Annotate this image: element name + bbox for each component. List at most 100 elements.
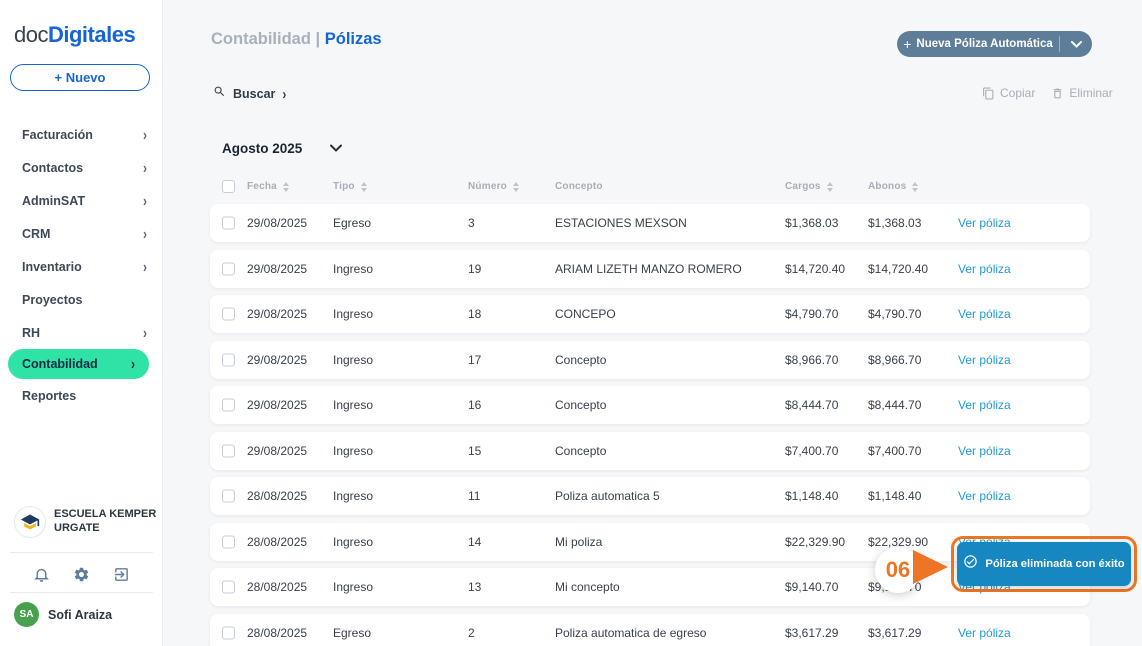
cell-concepto: CONCEPO: [555, 307, 616, 321]
sidebar-item-label: Proyectos: [22, 292, 83, 307]
column-header-concepto[interactable]: Concepto: [555, 181, 603, 192]
user-profile[interactable]: SA Sofi Araiza: [14, 602, 112, 627]
logout-icon[interactable]: [111, 564, 131, 584]
row-checkbox[interactable]: [222, 535, 235, 548]
notifications-bell-icon[interactable]: [32, 564, 52, 584]
delete-button[interactable]: Eliminar: [1051, 86, 1113, 100]
cell-numero: 19: [468, 261, 482, 276]
sidebar-item[interactable]: Proyectos ›: [0, 283, 163, 316]
ver-poliza-link[interactable]: Ver póliza: [958, 625, 1011, 640]
column-header-abonos[interactable]: Abonos: [868, 181, 919, 192]
cell-tipo: Ingreso: [333, 489, 374, 503]
sidebar-item[interactable]: RH ›: [0, 316, 163, 349]
cell-abonos: $22,329.90: [868, 534, 929, 549]
ver-poliza-link[interactable]: Ver póliza: [958, 352, 1011, 367]
table-row: 29/08/2025 Ingreso 17 Concepto $8,966.70…: [210, 340, 1090, 379]
cell-numero: 18: [468, 307, 482, 321]
ver-poliza-link[interactable]: Ver póliza: [958, 398, 1011, 412]
search-icon: [213, 85, 226, 103]
period-selector[interactable]: Agosto 2025: [222, 139, 343, 157]
cell-cargos: $14,720.40: [785, 261, 846, 276]
button-divider: [1059, 36, 1060, 52]
chevron-right-icon: ›: [143, 158, 147, 177]
cell-concepto: Poliza automatica de egreso: [555, 625, 707, 640]
period-label: Agosto 2025: [222, 140, 303, 156]
sort-icon: [282, 182, 289, 192]
cell-tipo: Ingreso: [333, 580, 374, 594]
sidebar-item-label: Facturación: [22, 127, 93, 142]
sidebar-divider: [10, 592, 153, 593]
select-all-checkbox[interactable]: [222, 180, 235, 193]
sort-icon: [912, 182, 919, 192]
logo-suffix: Digitales: [47, 22, 136, 47]
row-checkbox[interactable]: [222, 398, 235, 412]
sidebar-item-label: RH: [22, 325, 41, 340]
cell-fecha: 29/08/2025: [247, 443, 308, 458]
sidebar-item[interactable]: CRM ›: [0, 217, 163, 250]
ver-poliza-link[interactable]: Ver póliza: [958, 489, 1011, 503]
row-checkbox[interactable]: [222, 262, 235, 275]
table-row: 28/08/2025 Ingreso 11 Poliza automatica …: [210, 477, 1090, 515]
user-avatar: SA: [14, 602, 39, 627]
sort-icon: [512, 182, 519, 192]
cell-concepto: Concepto: [555, 398, 607, 412]
cell-fecha: 29/08/2025: [247, 261, 308, 276]
ver-poliza-link[interactable]: Ver póliza: [958, 261, 1011, 276]
table-header: Fecha Tipo Número Concepto Cargos Abonos: [210, 178, 1090, 198]
sidebar-item[interactable]: Contactos ›: [0, 151, 163, 184]
sidebar-item-label: Contabilidad: [22, 357, 98, 371]
sidebar-item[interactable]: Inventario ›: [0, 250, 163, 283]
logo-prefix: doc: [14, 22, 48, 47]
row-checkbox[interactable]: [222, 580, 235, 594]
chevron-right-icon: ›: [143, 257, 147, 276]
cell-numero: 2: [468, 625, 475, 640]
sidebar-item-label: AdminSAT: [22, 193, 85, 208]
column-header-tipo[interactable]: Tipo: [333, 181, 367, 192]
row-checkbox[interactable]: [222, 216, 235, 230]
organization-switcher[interactable]: ESCUELA KEMPER URGATE: [14, 506, 156, 538]
cell-tipo: Ingreso: [333, 443, 374, 458]
sidebar-item[interactable]: Facturación ›: [0, 118, 163, 151]
dropdown-chevron-icon[interactable]: [1060, 40, 1092, 48]
column-header-cargos[interactable]: Cargos: [785, 181, 833, 192]
cell-concepto: Concepto: [555, 443, 607, 458]
cell-abonos: $3,617.29: [868, 625, 922, 640]
new-button[interactable]: + Nuevo: [10, 64, 150, 91]
cell-numero: 3: [468, 216, 475, 230]
cell-numero: 11: [468, 489, 481, 503]
cell-tipo: Ingreso: [333, 352, 374, 367]
ver-poliza-link[interactable]: Ver póliza: [958, 216, 1011, 230]
cell-abonos: $1,148.40: [868, 489, 922, 503]
new-automatic-policy-button[interactable]: + Nueva Póliza Automática: [897, 31, 1092, 57]
column-header-numero[interactable]: Número: [468, 181, 519, 192]
annotation-arrow-icon: [913, 550, 948, 584]
sort-icon: [360, 182, 367, 192]
cell-cargos: $8,966.70: [785, 352, 839, 367]
ver-poliza-link[interactable]: Ver póliza: [958, 307, 1011, 321]
sidebar-item-active[interactable]: Contabilidad ›: [8, 349, 149, 379]
cell-abonos: $7,400.70: [868, 443, 922, 458]
cell-concepto: ARIAM LIZETH MANZO ROMERO: [555, 261, 742, 276]
cell-cargos: $9,140.70: [785, 580, 839, 594]
copy-button[interactable]: Copiar: [982, 86, 1035, 100]
chevron-right-icon: ›: [143, 224, 147, 243]
cell-fecha: 28/08/2025: [247, 625, 308, 640]
app-logo: docDigitales: [14, 22, 136, 48]
cell-abonos: $1,368.03: [868, 216, 922, 230]
ver-poliza-link[interactable]: Ver póliza: [958, 443, 1011, 458]
sidebar-nav: Facturación › Contactos › AdminSAT › CRM…: [0, 118, 163, 412]
settings-gear-icon[interactable]: [71, 564, 91, 584]
row-checkbox[interactable]: [222, 489, 235, 503]
row-checkbox[interactable]: [222, 444, 235, 457]
sidebar-item[interactable]: Reportes ›: [0, 379, 163, 412]
row-checkbox[interactable]: [222, 626, 235, 639]
search-toggle[interactable]: Buscar ›: [213, 85, 286, 103]
column-header-fecha[interactable]: Fecha: [247, 181, 289, 192]
cell-concepto: ESTACIONES MEXSON: [555, 216, 687, 230]
row-checkbox[interactable]: [222, 353, 235, 366]
cell-tipo: Ingreso: [333, 307, 374, 321]
sidebar-item[interactable]: AdminSAT ›: [0, 184, 163, 217]
row-checkbox[interactable]: [222, 307, 235, 321]
check-circle-icon: [963, 554, 978, 574]
